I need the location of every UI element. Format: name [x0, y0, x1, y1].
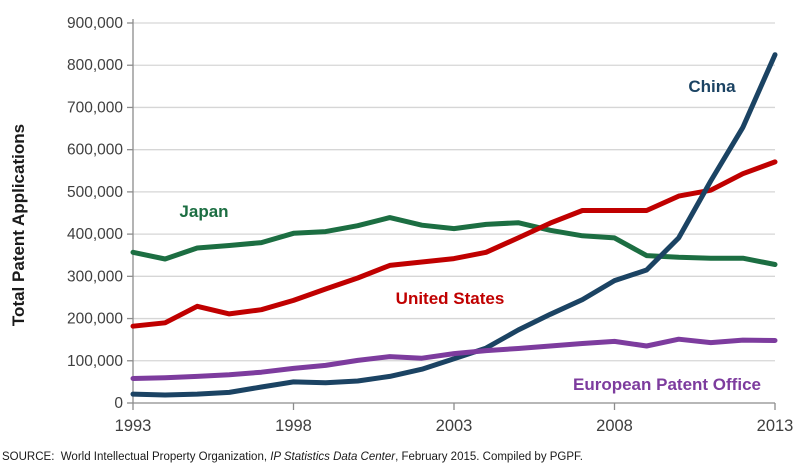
x-tick-label: 2008: [596, 417, 633, 435]
y-tick-label: 400,000: [67, 226, 123, 243]
y-tick-label: 900,000: [67, 15, 123, 32]
y-tick-label: 300,000: [67, 268, 123, 285]
source-note: SOURCE: World Intellectual Property Orga…: [2, 451, 583, 463]
x-tick-label: 2013: [757, 417, 794, 435]
series-label-united-states: United States: [396, 289, 505, 308]
y-tick-label: 500,000: [67, 184, 123, 201]
series-label-japan: Japan: [179, 202, 228, 221]
series-line-european-patent-office: [130, 336, 778, 381]
series-label-european-patent-office: European Patent Office: [573, 375, 761, 394]
x-tick-label: 1993: [115, 417, 152, 435]
y-tick-label: 800,000: [67, 57, 123, 74]
x-tick-label: 2003: [436, 417, 473, 435]
x-tick-label: 1998: [275, 417, 312, 435]
line-chart: 0 100,000 200,000 300,000 400,000 500,000 600,…: [67, 15, 794, 435]
y-tick-label: 0: [114, 395, 123, 412]
series-line-united-states: [130, 159, 778, 329]
source-prefix: SOURCE: World Intellectual Property Orga…: [2, 451, 271, 463]
y-tick-label: 700,000: [67, 99, 123, 116]
source-italic: IP Statistics Data Center: [270, 451, 396, 463]
y-tick-label: 100,000: [67, 353, 123, 370]
y-tick-label: 200,000: [67, 311, 123, 328]
series-label-china: China: [688, 77, 736, 96]
series-line-china: [130, 52, 778, 398]
source-suffix: , February 2015. Compiled by PGPF.: [395, 451, 583, 463]
series-line-japan: [130, 215, 778, 267]
y-tick-label: 600,000: [67, 142, 123, 159]
